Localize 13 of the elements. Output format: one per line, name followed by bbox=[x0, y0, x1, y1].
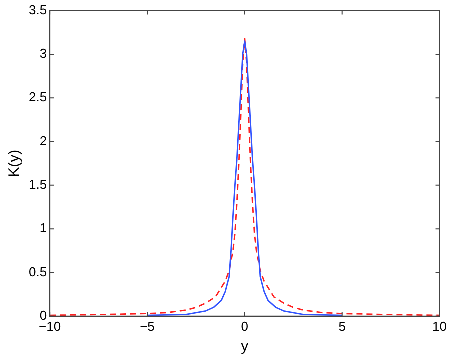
x-tick-label: −5 bbox=[140, 318, 155, 334]
y-tick-label: 3.5 bbox=[28, 2, 48, 18]
y-tick-label: 1 bbox=[40, 220, 48, 236]
y-tick-label: 2.5 bbox=[28, 90, 48, 105]
y-axis-title: K(y) bbox=[6, 150, 24, 178]
x-tick-label: 10 bbox=[432, 318, 448, 334]
y-tick-label: 3 bbox=[40, 46, 48, 62]
y-tick-label: 0.5 bbox=[28, 264, 48, 280]
x-tick-label: 0 bbox=[241, 318, 249, 334]
y-tick-label: 2 bbox=[40, 133, 48, 148]
x-tick-label: 5 bbox=[338, 318, 346, 334]
x-axis-title: y bbox=[241, 338, 250, 356]
y-tick-label: 1.5 bbox=[28, 177, 48, 192]
